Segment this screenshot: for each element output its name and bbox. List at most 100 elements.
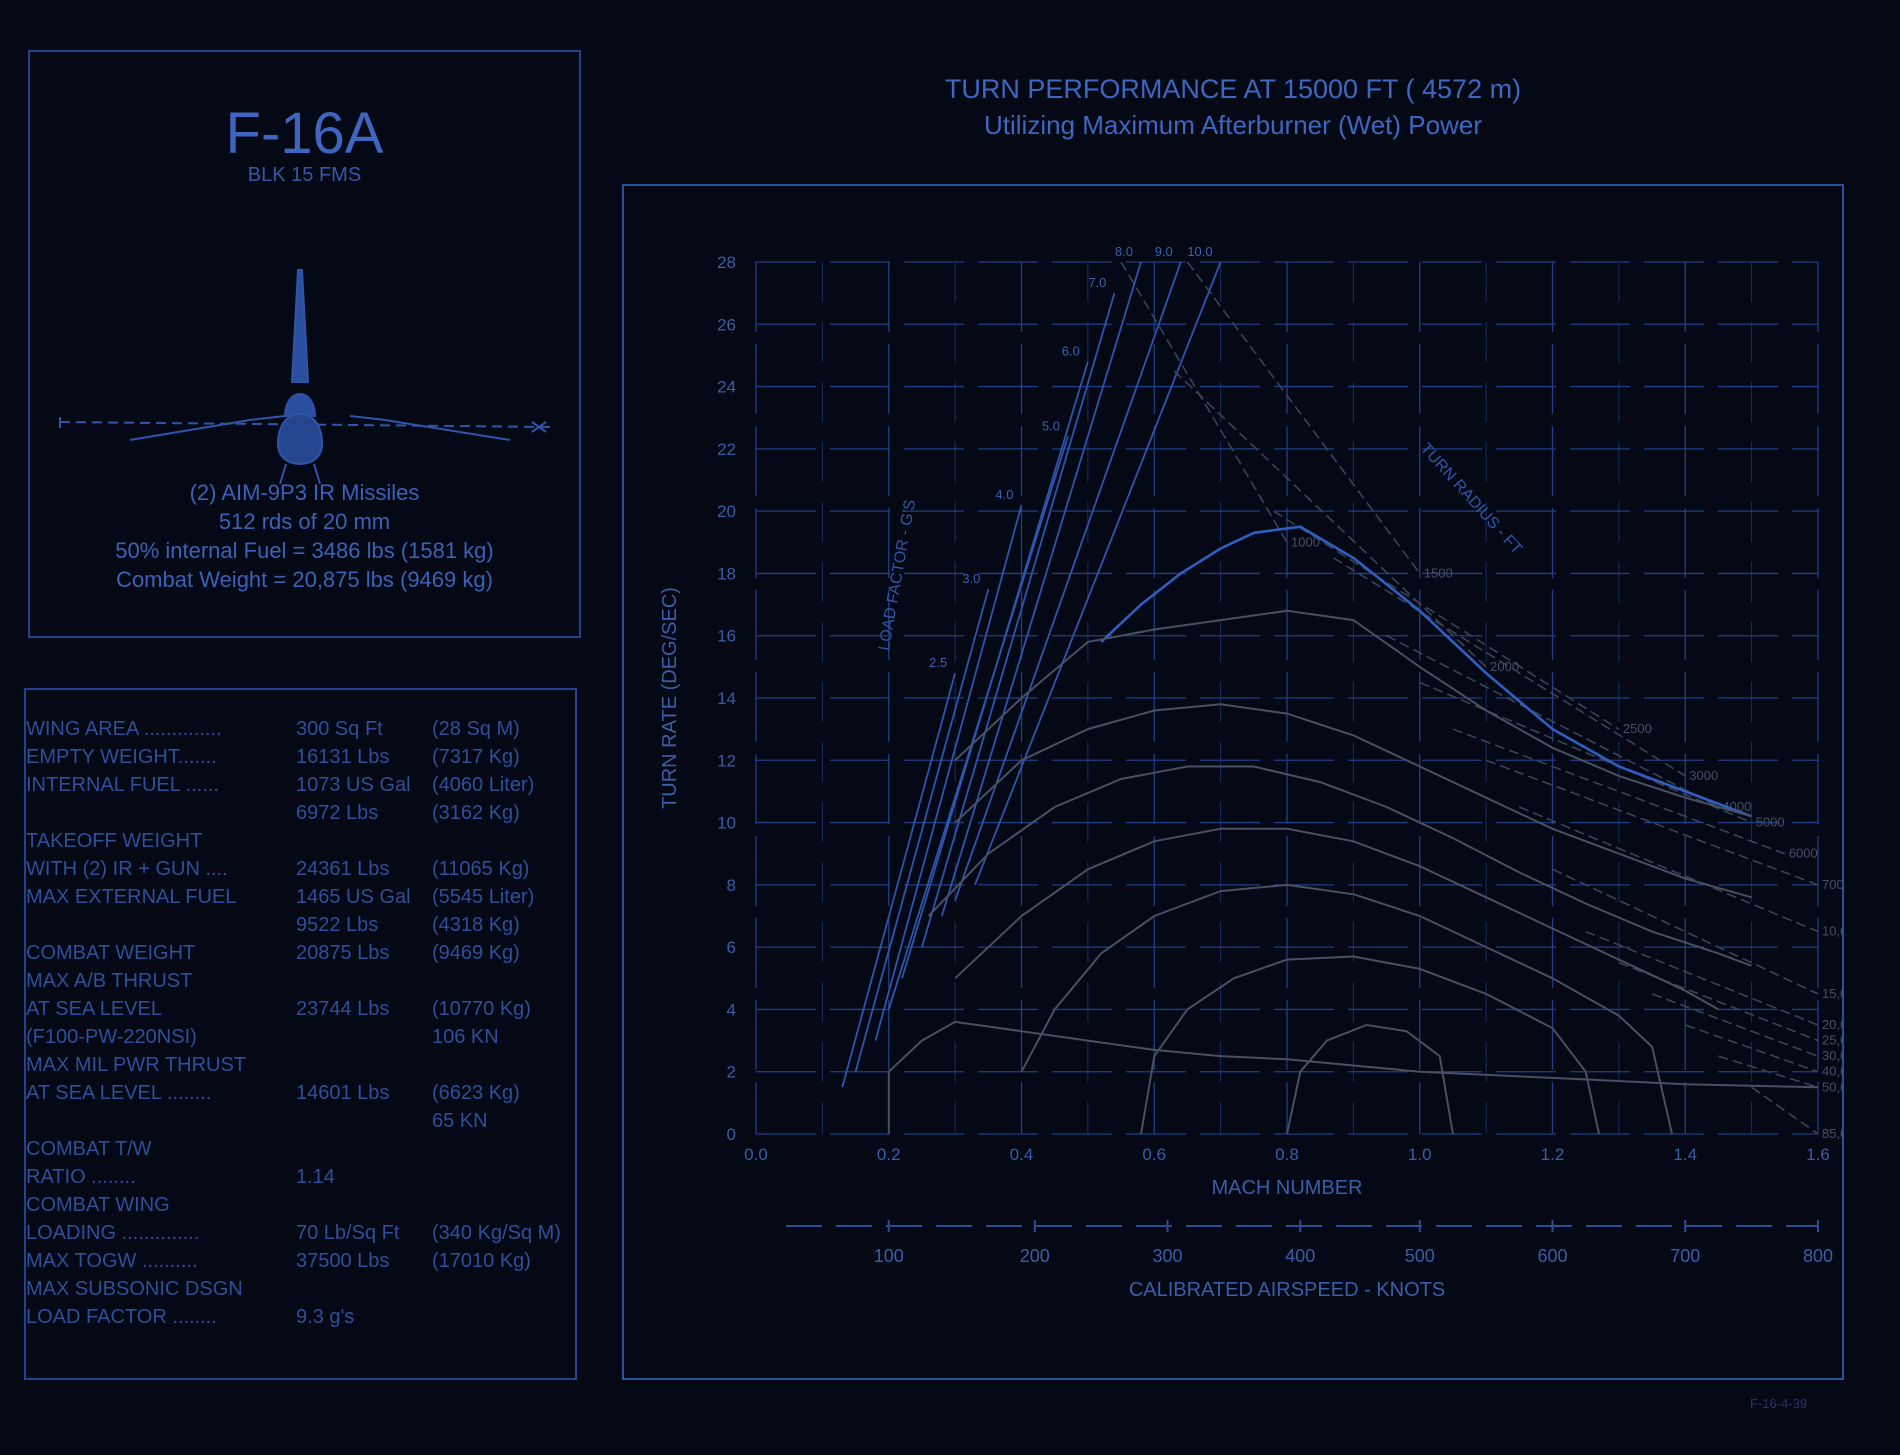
x-tick-label: 0.0 <box>744 1145 768 1164</box>
aircraft-subtitle: BLK 15 FMS <box>247 164 362 186</box>
x-tick-label: 0.4 <box>1010 1145 1034 1164</box>
spec-metric-value: (7317 Kg) <box>432 746 520 768</box>
spec-label: MAX A/B THRUST <box>26 970 193 992</box>
turn-radius-line <box>1186 261 1421 574</box>
turn-radius-line <box>1585 930 1819 1026</box>
performance-curve <box>954 703 1752 899</box>
load-factor-label: 9.0 <box>1155 244 1173 259</box>
y-tick-label: 2 <box>727 1063 736 1082</box>
y-tick-label: 16 <box>717 627 736 646</box>
performance-curve <box>1020 883 1673 1135</box>
spec-label: AT SEA LEVEL <box>26 998 163 1020</box>
aircraft-loadout-line: 50% internal Fuel = 3486 lbs (1581 kg) <box>115 538 494 563</box>
cas-tick-label: 100 <box>874 1246 904 1266</box>
turn-radius-line <box>1751 1086 1819 1135</box>
y-tick-label: 12 <box>717 751 736 770</box>
spec-metric-value: (6623 Kg) <box>432 1082 520 1104</box>
turn-radius-line <box>1120 261 1288 543</box>
spec-label: WITH (2) IR + GUN .... <box>26 858 228 880</box>
chart-subtitle: Utilizing Maximum Afterburner (Wet) Powe… <box>984 110 1482 140</box>
turn-radius-label: 2000 <box>1490 659 1519 674</box>
x-tick-label: 1.2 <box>1541 1145 1565 1164</box>
y-tick-label: 18 <box>717 564 736 583</box>
turn-radius-label: 5000 <box>1756 815 1785 830</box>
cas-tick-label: 300 <box>1153 1246 1183 1266</box>
spec-metric-value: 65 KN <box>432 1110 488 1132</box>
turn-radius-label: 7000 <box>1822 877 1842 892</box>
x-tick-label: 0.2 <box>877 1145 901 1164</box>
spec-metric-value: (28 Sq M) <box>432 718 520 740</box>
spec-value: 70 Lb/Sq Ft <box>296 1222 400 1244</box>
y-tick-label: 6 <box>727 938 736 957</box>
y-tick-label: 24 <box>717 378 736 397</box>
x-axis-label: MACH NUMBER <box>1211 1177 1362 1199</box>
load-factor-line <box>874 504 1023 1041</box>
spec-label: WING AREA .............. <box>26 718 222 740</box>
load-factor-label: 2.5 <box>929 655 947 670</box>
spec-label: LOADING .............. <box>26 1222 200 1244</box>
cas-axis-label: CALIBRATED AIRSPEED - KNOTS <box>1129 1279 1445 1301</box>
load-factor-label: 5.0 <box>1042 418 1060 433</box>
turn-radius-line <box>1333 557 1686 777</box>
turn-radius-line <box>1386 635 1719 808</box>
spec-value: 9.3 g's <box>296 1306 355 1328</box>
spec-value: 23744 Lbs <box>296 998 390 1020</box>
performance-curve <box>1286 1023 1454 1135</box>
turn-radius-label: 25,000 <box>1822 1033 1842 1048</box>
spec-label: TAKEOFF WEIGHT <box>26 830 203 852</box>
turn-radius-line <box>1684 1024 1819 1073</box>
turn-radius-line <box>1651 993 1819 1057</box>
spec-label: MAX TOGW .......... <box>26 1250 198 1272</box>
spec-metric-value: (340 Kg/Sq M) <box>432 1222 561 1244</box>
y-tick-label: 20 <box>717 502 736 521</box>
spec-label: AT SEA LEVEL ........ <box>26 1082 212 1104</box>
turn-radius-label: 1000 <box>1291 534 1320 549</box>
turn-radius-label: 30,000 <box>1822 1048 1842 1063</box>
performance-curve <box>954 609 1752 818</box>
performance-curve <box>954 827 1719 1011</box>
spec-label: MAX SUBSONIC DSGN <box>26 1278 243 1300</box>
aircraft-loadout-line: (2) AIM-9P3 IR Missiles <box>189 480 420 505</box>
spec-metric-value: (4318 Kg) <box>432 914 520 936</box>
x-tick-label: 0.6 <box>1142 1145 1166 1164</box>
load-factor-label: 8.0 <box>1115 244 1133 259</box>
turn-radius-line <box>1419 681 1752 824</box>
spec-label: (F100-PW-220NSI) <box>26 1026 197 1048</box>
turn-radius-label: 1500 <box>1424 565 1453 580</box>
load-factor-line <box>921 292 1116 948</box>
performance-curve <box>1140 955 1600 1135</box>
turn-radius-label: 2500 <box>1623 721 1652 736</box>
performance-curve <box>927 765 1752 967</box>
performance-curve <box>887 1020 1819 1134</box>
aircraft-front-view-icon <box>59 269 551 485</box>
spec-label: MAX EXTERNAL FUEL <box>26 886 237 908</box>
turn-radius-label: 20,000 <box>1822 1017 1842 1032</box>
turn-radius-line <box>1519 806 1819 933</box>
load-factor-line <box>974 261 1222 886</box>
spec-value: 37500 Lbs <box>296 1250 390 1272</box>
spec-metric-value: (17010 Kg) <box>432 1250 531 1272</box>
spec-metric-value: (4060 Liter) <box>432 774 535 796</box>
cas-tick-label: 600 <box>1537 1246 1567 1266</box>
load-factor-label: 3.0 <box>962 571 980 586</box>
spec-value: 24361 Lbs <box>296 858 390 880</box>
spec-value: 1465 US Gal <box>296 886 411 908</box>
load-factor-label: 4.0 <box>995 487 1013 502</box>
load-factor-line <box>954 261 1182 901</box>
cas-tick-label: 500 <box>1405 1246 1435 1266</box>
load-factor-line <box>854 588 990 1072</box>
aircraft-loadout-line: 512 rds of 20 mm <box>218 509 391 534</box>
spec-label: EMPTY WEIGHT....... <box>26 746 217 768</box>
spec-label: LOAD FACTOR ........ <box>26 1306 217 1328</box>
aircraft-name: F-16A <box>225 101 384 166</box>
figure-reference-number: F-16-4-39 <box>1750 1396 1808 1411</box>
spec-value: 16131 Lbs <box>296 746 390 768</box>
spec-label: COMBAT WING <box>26 1194 170 1216</box>
y-tick-label: 14 <box>717 689 736 708</box>
load-factor-line <box>841 672 956 1088</box>
cas-tick-label: 700 <box>1670 1246 1700 1266</box>
chart-title: TURN PERFORMANCE AT 15000 FT ( 4572 m) <box>944 74 1522 104</box>
spec-label: INTERNAL FUEL ...... <box>26 774 219 796</box>
spec-metric-value: (10770 Kg) <box>432 998 531 1020</box>
turn-radius-label: 50,000 <box>1822 1079 1842 1094</box>
